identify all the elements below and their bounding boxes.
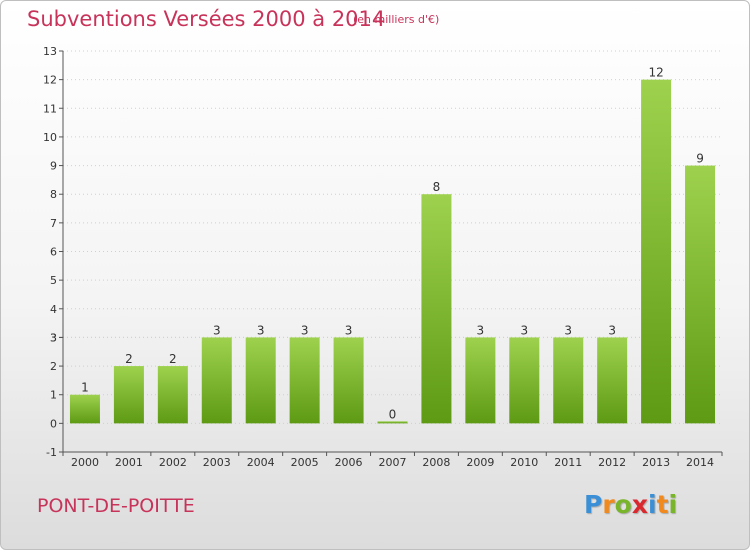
y-tick-label: 1 <box>50 389 57 402</box>
bar-2011 <box>553 337 584 424</box>
y-tick-label: 4 <box>50 303 57 316</box>
value-label-2005: 3 <box>301 323 309 337</box>
x-tick-label-2012: 2012 <box>598 456 626 469</box>
logo-letter: P <box>584 490 603 519</box>
y-tick-label: 2 <box>50 360 57 373</box>
bar-2010 <box>509 337 540 424</box>
value-label-2004: 3 <box>257 323 265 337</box>
x-tick-label-2014: 2014 <box>686 456 714 469</box>
x-tick-label-2009: 2009 <box>466 456 494 469</box>
y-tick-label: 13 <box>43 45 57 58</box>
bar-2008 <box>421 194 452 424</box>
x-tick-label-2001: 2001 <box>115 456 143 469</box>
x-tick-label-2002: 2002 <box>159 456 187 469</box>
y-tick-label: 0 <box>50 417 57 430</box>
value-label-2013: 12 <box>648 66 663 80</box>
value-label-2001: 2 <box>125 352 133 366</box>
bar-2006 <box>333 337 364 424</box>
value-label-2007: 0 <box>389 407 397 421</box>
bar-2013 <box>641 79 672 424</box>
proxiti-logo: Proxiti <box>584 490 677 519</box>
chart-subtitle: (en milliers d'€) <box>353 13 440 26</box>
y-tick-label: 7 <box>50 217 57 230</box>
logo-letter: r <box>602 490 615 519</box>
y-tick-label: 9 <box>50 160 57 173</box>
bar-2004 <box>245 337 276 424</box>
bar-2005 <box>289 337 320 424</box>
y-tick-label: 12 <box>43 74 57 87</box>
bar-2003 <box>201 337 232 424</box>
value-label-2010: 3 <box>520 323 528 337</box>
bar-2002 <box>157 366 188 424</box>
value-label-2000: 1 <box>81 381 89 395</box>
value-label-2006: 3 <box>345 323 353 337</box>
y-tick-label: -1 <box>46 446 57 459</box>
y-tick-label: 6 <box>50 246 57 259</box>
bar-2000 <box>69 394 100 424</box>
x-tick-label-2006: 2006 <box>335 456 363 469</box>
x-tick-label-2008: 2008 <box>422 456 450 469</box>
town-name: PONT-DE-POITTE <box>37 495 195 517</box>
y-tick-label: 8 <box>50 188 57 201</box>
y-tick-label: 5 <box>50 274 57 287</box>
x-tick-label-2003: 2003 <box>203 456 231 469</box>
y-tick-label: 10 <box>43 131 57 144</box>
value-label-2008: 8 <box>433 180 441 194</box>
y-tick-label: 3 <box>50 331 57 344</box>
x-tick-label-2004: 2004 <box>247 456 275 469</box>
bar-2001 <box>113 366 144 424</box>
logo-letter: o <box>614 490 632 519</box>
bar-2007 <box>377 421 408 424</box>
logo-letter: i <box>648 490 657 519</box>
value-label-2011: 3 <box>564 323 572 337</box>
value-label-2002: 2 <box>169 352 177 366</box>
y-tick-label: 11 <box>43 102 57 115</box>
logo-letter: i <box>668 490 678 519</box>
logo-letter: x <box>631 490 648 519</box>
x-tick-label-2007: 2007 <box>379 456 407 469</box>
value-label-2009: 3 <box>477 323 485 337</box>
value-label-2012: 3 <box>608 323 616 337</box>
x-tick-label-2011: 2011 <box>554 456 582 469</box>
chart-title: Subventions Versées 2000 à 2014 <box>27 7 386 31</box>
value-label-2014: 9 <box>696 152 704 166</box>
x-tick-label-2005: 2005 <box>291 456 319 469</box>
logo-letter: t <box>656 490 669 519</box>
x-tick-label-2010: 2010 <box>510 456 538 469</box>
bar-2009 <box>465 337 496 424</box>
bar-2014 <box>685 165 716 424</box>
value-label-2003: 3 <box>213 323 221 337</box>
y-tick-label: 3 <box>50 331 57 344</box>
bar-2012 <box>597 337 628 424</box>
x-tick-label-2000: 2000 <box>71 456 99 469</box>
x-tick-label-2013: 2013 <box>642 456 670 469</box>
